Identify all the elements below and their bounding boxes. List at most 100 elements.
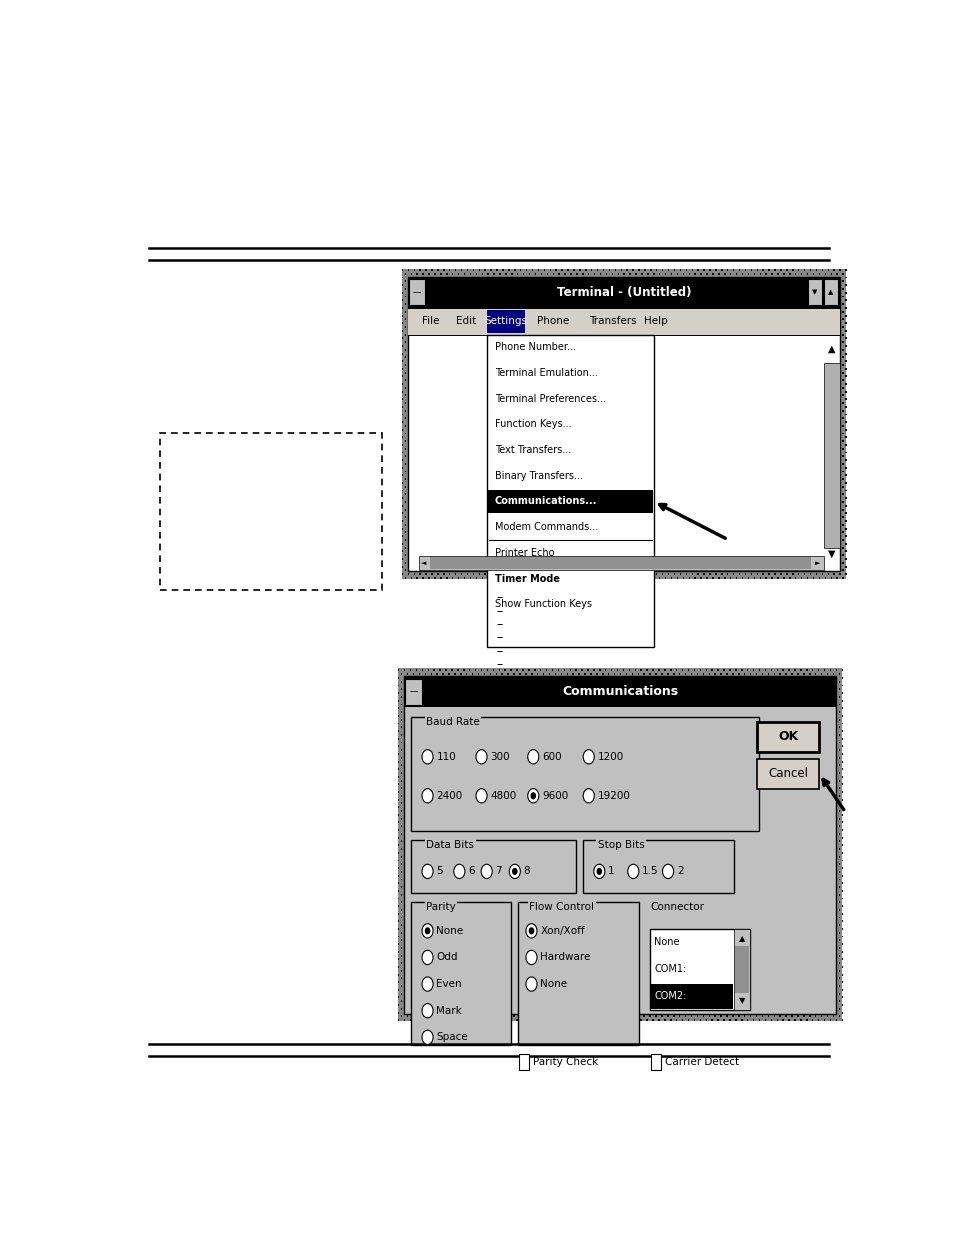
Bar — [776, 677, 778, 679]
Bar — [708, 916, 709, 919]
Bar — [481, 341, 482, 343]
Bar — [598, 927, 600, 930]
Bar — [643, 345, 645, 347]
Bar — [806, 410, 807, 411]
Bar — [838, 993, 840, 994]
Bar — [540, 348, 541, 351]
Bar — [575, 776, 577, 778]
Bar — [457, 471, 459, 473]
Bar — [770, 768, 771, 771]
Bar — [649, 467, 651, 468]
Bar — [682, 273, 683, 274]
Bar — [670, 319, 672, 320]
Bar — [759, 471, 760, 473]
Bar — [711, 1004, 712, 1007]
Bar — [673, 527, 675, 530]
Bar — [712, 478, 713, 480]
Bar — [590, 1000, 591, 1002]
Bar — [558, 555, 559, 556]
Bar — [407, 353, 409, 354]
Bar — [660, 993, 662, 994]
Bar — [403, 715, 405, 716]
Bar — [498, 319, 500, 320]
Bar — [806, 319, 807, 320]
Bar — [469, 799, 470, 800]
Bar — [418, 673, 419, 676]
Bar — [708, 573, 710, 576]
Bar — [410, 927, 411, 930]
Bar — [784, 887, 786, 888]
Bar — [794, 1019, 795, 1021]
Bar — [826, 543, 828, 545]
Bar — [480, 860, 482, 862]
Bar — [836, 387, 837, 389]
Bar — [560, 878, 561, 881]
Bar — [690, 741, 692, 743]
Bar — [679, 406, 680, 408]
Bar — [682, 538, 683, 541]
Bar — [767, 856, 768, 857]
Bar — [581, 471, 583, 473]
Bar — [720, 535, 721, 537]
Bar — [761, 474, 763, 477]
Bar — [537, 452, 538, 453]
Bar — [406, 764, 408, 766]
Bar — [404, 288, 406, 290]
Bar — [634, 836, 636, 839]
Bar — [433, 997, 435, 998]
Bar — [676, 852, 677, 853]
Bar — [794, 387, 796, 389]
Bar — [539, 715, 541, 716]
Bar — [832, 863, 833, 866]
Bar — [760, 818, 762, 820]
Bar — [631, 924, 633, 926]
Bar — [486, 1019, 488, 1021]
Bar — [514, 482, 515, 484]
Bar — [821, 452, 822, 453]
Bar — [590, 680, 591, 683]
Bar — [587, 936, 588, 937]
Bar — [752, 677, 754, 679]
Bar — [486, 860, 488, 862]
Bar — [826, 452, 828, 453]
Bar — [597, 527, 598, 530]
Bar — [728, 669, 730, 671]
Bar — [596, 871, 597, 873]
Bar — [610, 927, 612, 930]
Bar — [434, 463, 436, 464]
Bar — [759, 333, 760, 336]
Bar — [460, 443, 462, 446]
Bar — [773, 818, 774, 820]
Bar — [434, 364, 436, 366]
Text: Data Bits: Data Bits — [426, 840, 474, 850]
Bar — [413, 543, 415, 545]
Bar — [805, 692, 807, 694]
Bar — [413, 284, 415, 287]
Bar — [498, 677, 499, 679]
Bar — [406, 711, 408, 713]
Bar — [681, 958, 682, 961]
Bar — [844, 299, 846, 301]
Bar — [738, 291, 740, 294]
Text: 5: 5 — [436, 867, 442, 877]
Bar — [643, 361, 645, 362]
Bar — [635, 295, 637, 298]
Bar — [702, 322, 704, 324]
Bar — [619, 825, 620, 827]
Bar — [749, 993, 751, 994]
Bar — [634, 783, 636, 785]
Bar — [794, 997, 795, 998]
Bar — [794, 348, 796, 351]
Bar — [655, 848, 656, 850]
Bar — [653, 516, 654, 519]
Bar — [511, 471, 512, 473]
Bar — [528, 783, 529, 785]
Bar — [569, 783, 571, 785]
Bar — [697, 299, 699, 301]
Bar — [726, 330, 728, 332]
Bar — [658, 890, 659, 892]
Bar — [728, 1011, 730, 1014]
Bar — [690, 947, 692, 948]
Bar — [722, 792, 724, 793]
Bar — [639, 874, 641, 877]
